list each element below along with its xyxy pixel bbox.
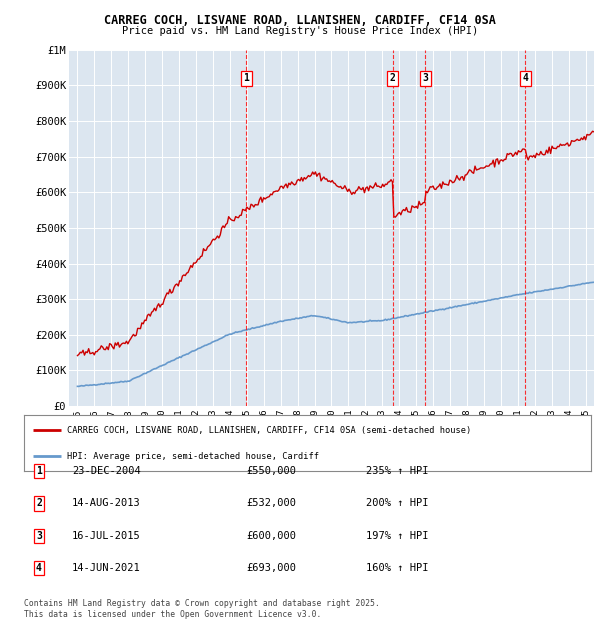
Text: 3: 3 xyxy=(422,73,428,83)
Text: 1: 1 xyxy=(36,466,42,476)
Text: £532,000: £532,000 xyxy=(246,498,296,508)
Text: 4: 4 xyxy=(36,563,42,573)
Text: 14-AUG-2013: 14-AUG-2013 xyxy=(72,498,141,508)
Text: 200% ↑ HPI: 200% ↑ HPI xyxy=(366,498,428,508)
Text: 1: 1 xyxy=(244,73,249,83)
Text: £550,000: £550,000 xyxy=(246,466,296,476)
Text: 23-DEC-2004: 23-DEC-2004 xyxy=(72,466,141,476)
Text: CARREG COCH, LISVANE ROAD, LLANISHEN, CARDIFF, CF14 0SA: CARREG COCH, LISVANE ROAD, LLANISHEN, CA… xyxy=(104,14,496,27)
Text: 160% ↑ HPI: 160% ↑ HPI xyxy=(366,563,428,573)
Text: Contains HM Land Registry data © Crown copyright and database right 2025.
This d: Contains HM Land Registry data © Crown c… xyxy=(24,600,380,619)
Text: 4: 4 xyxy=(523,73,529,83)
Text: 197% ↑ HPI: 197% ↑ HPI xyxy=(366,531,428,541)
Text: 2: 2 xyxy=(390,73,396,83)
Text: Price paid vs. HM Land Registry's House Price Index (HPI): Price paid vs. HM Land Registry's House … xyxy=(122,26,478,36)
Text: 16-JUL-2015: 16-JUL-2015 xyxy=(72,531,141,541)
Text: 14-JUN-2021: 14-JUN-2021 xyxy=(72,563,141,573)
Text: HPI: Average price, semi-detached house, Cardiff: HPI: Average price, semi-detached house,… xyxy=(67,451,319,461)
Text: 235% ↑ HPI: 235% ↑ HPI xyxy=(366,466,428,476)
Text: £693,000: £693,000 xyxy=(246,563,296,573)
Text: 3: 3 xyxy=(36,531,42,541)
Text: CARREG COCH, LISVANE ROAD, LLANISHEN, CARDIFF, CF14 0SA (semi-detached house): CARREG COCH, LISVANE ROAD, LLANISHEN, CA… xyxy=(67,426,471,435)
Text: £600,000: £600,000 xyxy=(246,531,296,541)
Text: 2: 2 xyxy=(36,498,42,508)
